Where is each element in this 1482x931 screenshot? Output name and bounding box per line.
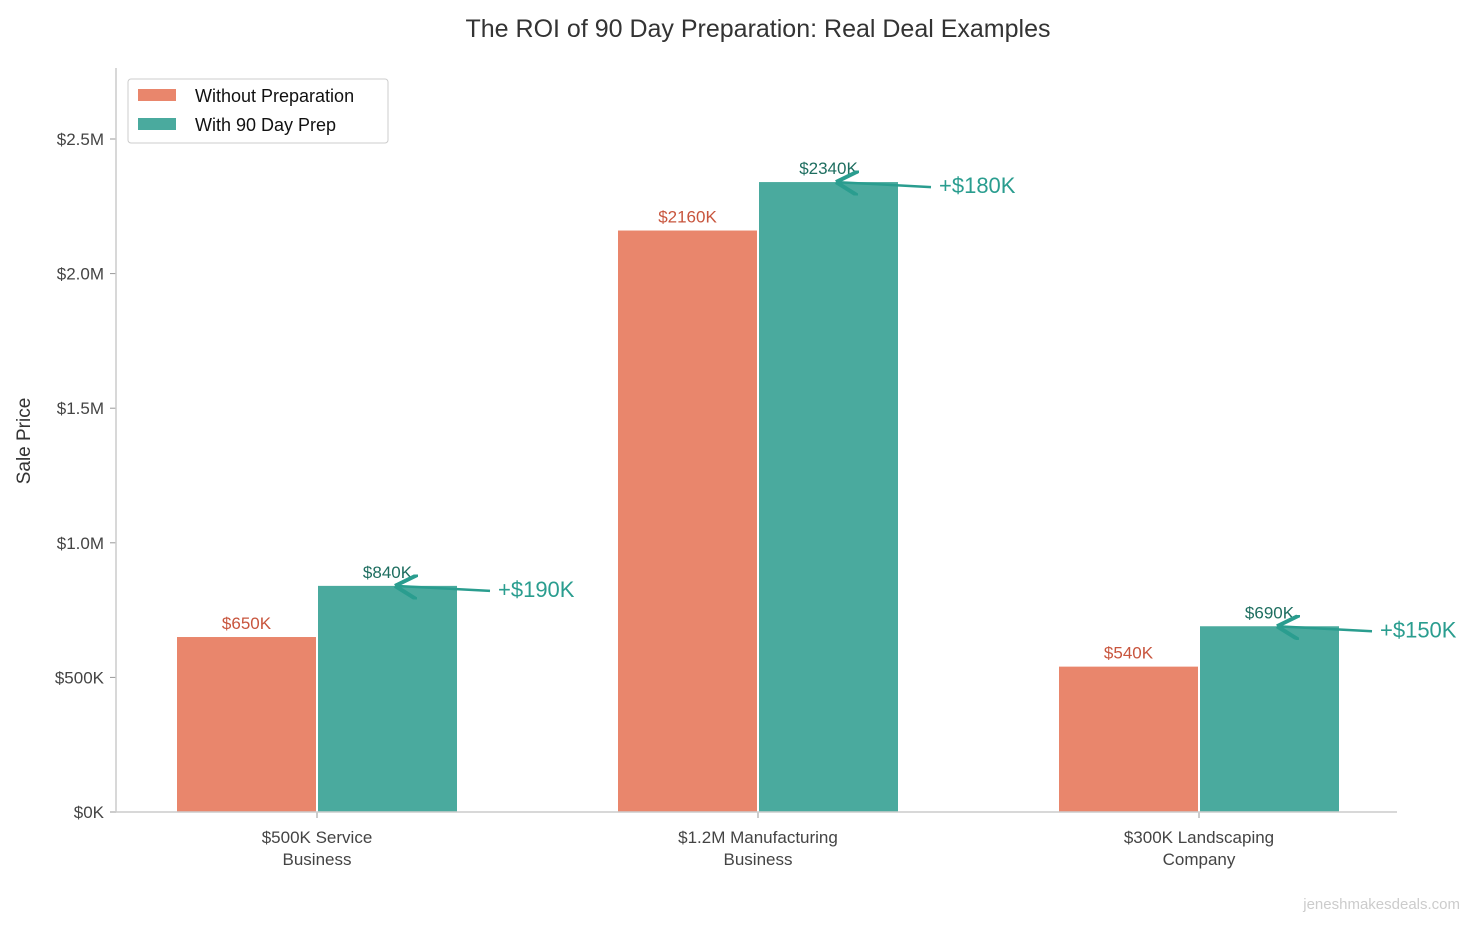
watermark: jeneshmakesdeals.com xyxy=(1302,896,1460,913)
legend-label-with: With 90 Day Prep xyxy=(195,115,336,135)
y-tick-label: $0K xyxy=(74,803,105,822)
chart-title: The ROI of 90 Day Preparation: Real Deal… xyxy=(466,15,1051,43)
bar-value-label: $690K xyxy=(1245,603,1295,622)
x-tick-label: $500K Service xyxy=(262,828,373,847)
y-tick-label: $1.5M xyxy=(57,399,104,418)
bar-with-prep xyxy=(318,585,457,812)
y-tick-label: $1.0M xyxy=(57,534,104,553)
annotation-arrow xyxy=(395,586,491,591)
bar-value-label: $650K xyxy=(222,614,272,633)
legend-swatch-without xyxy=(138,89,176,101)
y-tick-label: $2.5M xyxy=(57,130,104,149)
bar-value-label: $2340K xyxy=(799,159,858,178)
legend: Without Preparation With 90 Day Prep xyxy=(127,78,389,144)
annotation-arrow xyxy=(1277,626,1373,631)
x-tick-label: $300K Landscaping xyxy=(1124,828,1274,847)
y-tick-label: $500K xyxy=(55,668,105,687)
annotation-arrow xyxy=(836,182,932,187)
annotation-gain-label: +$180K xyxy=(939,173,1016,198)
x-tick-label: Company xyxy=(1163,850,1236,869)
bar-without-prep xyxy=(177,637,316,812)
x-tick-label: Business xyxy=(283,850,352,869)
bar-with-prep xyxy=(1200,626,1339,812)
legend-label-without: Without Preparation xyxy=(195,86,354,106)
annotation-gain-label: +$190K xyxy=(498,577,575,602)
bar-without-prep xyxy=(1059,666,1198,812)
y-tick-label: $2.0M xyxy=(57,265,104,284)
bar-without-prep xyxy=(618,230,757,812)
x-tick-label: Business xyxy=(724,850,793,869)
bar-value-label: $2160K xyxy=(658,208,717,227)
legend-swatch-with xyxy=(138,118,176,130)
bar-value-label: $540K xyxy=(1104,644,1154,663)
bar-with-prep xyxy=(759,182,898,812)
y-axis-label: Sale Price xyxy=(14,398,35,485)
x-tick-label: $1.2M Manufacturing xyxy=(678,828,838,847)
legend-frame xyxy=(127,78,389,144)
bar-value-label: $840K xyxy=(363,563,413,582)
annotation-gain-label: +$150K xyxy=(1380,617,1457,642)
